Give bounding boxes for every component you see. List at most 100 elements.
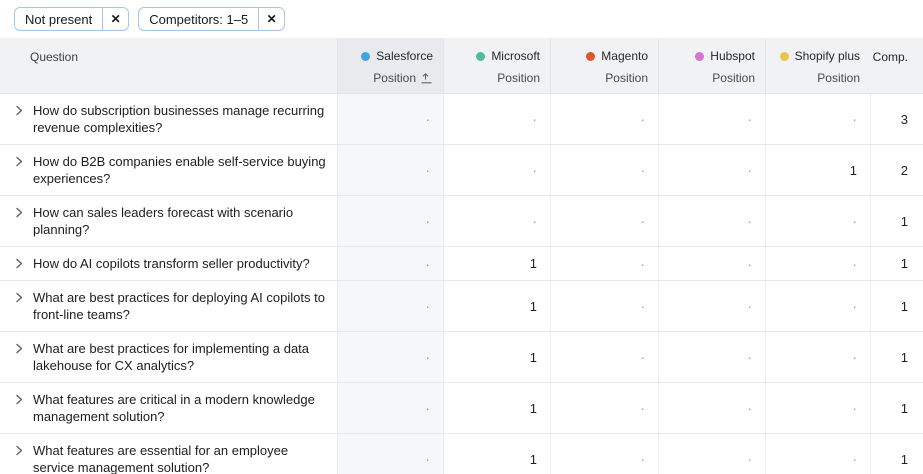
question-cell: What are best practices for deploying AI… — [0, 281, 337, 331]
comp-count-cell: 1 — [870, 196, 923, 246]
position-subheader[interactable]: Position — [454, 71, 540, 85]
competitor-name: Salesforce — [348, 49, 433, 63]
position-subheader[interactable]: Position — [776, 71, 860, 85]
question-text: What are best practices for deploying AI… — [33, 290, 325, 322]
position-cell-magento: · — [550, 196, 658, 246]
position-cell-magento: · — [550, 94, 658, 144]
position-cell-salesforce: · — [337, 383, 443, 433]
position-cell-shopify-plus: 1 — [765, 145, 870, 195]
competitor-color-dot-icon — [476, 51, 486, 61]
not-present-dot-icon: · — [425, 451, 430, 467]
comp-count-cell: 1 — [870, 434, 923, 474]
position-cell-microsoft: 1 — [443, 281, 550, 331]
competitor-name: Hubspot — [669, 49, 755, 63]
expand-row-chevron-icon[interactable] — [14, 394, 24, 405]
position-cell-hubspot: · — [658, 247, 765, 280]
comp-count-value: 1 — [900, 451, 908, 467]
position-cell-shopify-plus: · — [765, 434, 870, 474]
comp-count-cell: 1 — [870, 247, 923, 280]
column-header-question: Question — [30, 50, 79, 64]
column-header-microsoft[interactable]: Microsoft Position — [443, 38, 550, 93]
position-cell-salesforce: · — [337, 196, 443, 246]
not-present-dot-icon: · — [852, 349, 857, 365]
question-text: How do AI copilots transform seller prod… — [33, 256, 310, 271]
expand-row-chevron-icon[interactable] — [14, 207, 24, 218]
not-present-dot-icon: · — [640, 213, 645, 229]
not-present-dot-icon: · — [852, 400, 857, 416]
position-cell-magento: · — [550, 281, 658, 331]
expand-row-chevron-icon[interactable] — [14, 258, 24, 269]
competitor-color-dot-icon — [695, 51, 705, 61]
expand-row-chevron-icon[interactable] — [14, 156, 24, 167]
table-row[interactable]: What are best practices for implementing… — [0, 332, 923, 383]
sort-ascending-icon[interactable] — [420, 72, 433, 84]
position-label: Position — [373, 71, 416, 85]
position-cell-magento: · — [550, 332, 658, 382]
question-cell: What features are essential for an emplo… — [0, 434, 337, 474]
filter-bar: Not present ✕ Competitors: 1–5 ✕ — [0, 0, 923, 38]
position-cell-magento: · — [550, 434, 658, 474]
table-row[interactable]: How do B2B companies enable self-service… — [0, 145, 923, 196]
not-present-dot-icon: · — [532, 162, 537, 178]
question-text: How do B2B companies enable self-service… — [33, 154, 326, 186]
question-text: How can sales leaders forecast with scen… — [33, 205, 294, 237]
table-row[interactable]: What features are critical in a modern k… — [0, 383, 923, 434]
question-text: What features are critical in a modern k… — [33, 392, 315, 424]
comp-count-cell: 3 — [870, 94, 923, 144]
position-cell-microsoft: · — [443, 94, 550, 144]
column-header-salesforce[interactable]: Salesforce Position — [337, 38, 443, 93]
not-present-dot-icon: · — [747, 400, 752, 416]
column-header-comp[interactable]: Comp. — [872, 50, 908, 64]
competitor-name-label: Salesforce — [376, 49, 433, 63]
expand-row-chevron-icon[interactable] — [14, 292, 24, 303]
position-cell-salesforce: · — [337, 434, 443, 474]
not-present-dot-icon: · — [640, 298, 645, 314]
position-cell-hubspot: · — [658, 94, 765, 144]
position-cell-shopify-plus: · — [765, 383, 870, 433]
question-text: What are best practices for implementing… — [33, 341, 310, 373]
position-subheader[interactable]: Position — [561, 71, 648, 85]
position-value: 1 — [529, 298, 537, 314]
not-present-dot-icon: · — [640, 162, 645, 178]
position-value: 1 — [849, 162, 857, 178]
column-header-hubspot[interactable]: Hubspot Position — [658, 38, 765, 93]
remove-filter-icon[interactable]: ✕ — [102, 8, 128, 30]
filter-chip-label: Competitors: 1–5 — [149, 11, 249, 27]
position-cell-microsoft: 1 — [443, 332, 550, 382]
position-cell-hubspot: · — [658, 196, 765, 246]
not-present-dot-icon: · — [640, 400, 645, 416]
column-header-shopify-plus[interactable]: Shopify plus Position — [765, 38, 870, 93]
question-cell: How do AI copilots transform seller prod… — [0, 247, 337, 280]
table-row[interactable]: How can sales leaders forecast with scen… — [0, 196, 923, 247]
column-header-magento[interactable]: Magento Position — [550, 38, 658, 93]
position-subheader[interactable]: Position — [669, 71, 755, 85]
position-cell-magento: · — [550, 145, 658, 195]
table-row[interactable]: What are best practices for deploying AI… — [0, 281, 923, 332]
expand-row-chevron-icon[interactable] — [14, 105, 24, 116]
competitor-name-label: Hubspot — [710, 49, 755, 63]
competitor-color-dot-icon — [361, 51, 371, 61]
position-label: Position — [605, 71, 648, 85]
position-cell-hubspot: · — [658, 434, 765, 474]
table-row[interactable]: What features are essential for an emplo… — [0, 434, 923, 474]
position-cell-magento: · — [550, 247, 658, 280]
position-value: 1 — [529, 256, 537, 271]
not-present-dot-icon: · — [852, 451, 857, 467]
position-subheader[interactable]: Position — [348, 71, 433, 85]
expand-row-chevron-icon[interactable] — [14, 445, 24, 456]
expand-row-chevron-icon[interactable] — [14, 343, 24, 354]
position-cell-microsoft: · — [443, 196, 550, 246]
table-row[interactable]: How do AI copilots transform seller prod… — [0, 247, 923, 281]
table-row[interactable]: How do subscription businesses manage re… — [0, 94, 923, 145]
comp-count-value: 1 — [900, 349, 908, 365]
competitor-name-label: Microsoft — [491, 49, 540, 63]
comp-count-cell: 1 — [870, 332, 923, 382]
not-present-dot-icon: · — [532, 213, 537, 229]
remove-filter-icon[interactable]: ✕ — [258, 8, 284, 30]
not-present-dot-icon: · — [425, 213, 430, 229]
question-cell: What are best practices for implementing… — [0, 332, 337, 382]
position-cell-hubspot: · — [658, 332, 765, 382]
comp-count-cell: 2 — [870, 145, 923, 195]
not-present-dot-icon: · — [747, 213, 752, 229]
not-present-dot-icon: · — [747, 162, 752, 178]
